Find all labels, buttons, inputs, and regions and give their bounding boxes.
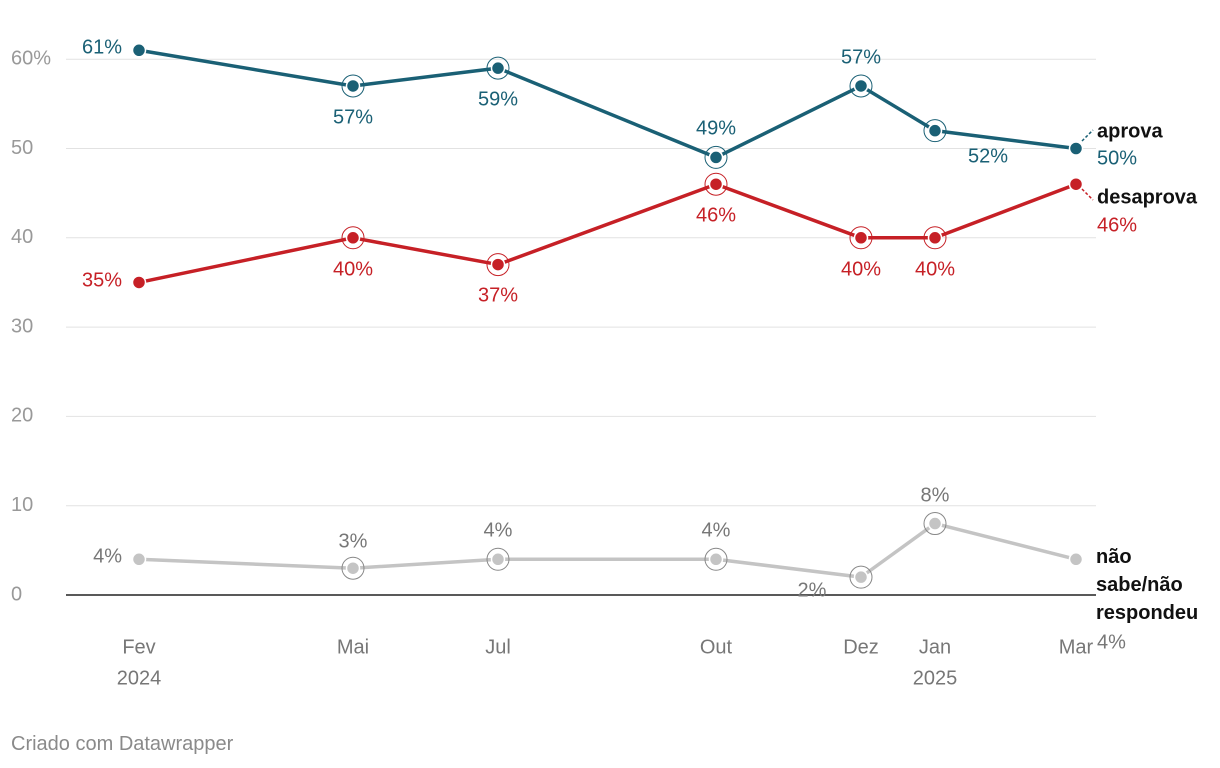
- x-tick-label: Dez: [843, 636, 879, 658]
- data-point[interactable]: [708, 150, 724, 165]
- x-tick-label: Jan: [919, 636, 951, 658]
- data-point[interactable]: [927, 230, 943, 246]
- x-tick-label: Mai: [337, 636, 369, 658]
- y-tick-label: 40: [11, 226, 33, 248]
- data-label: 3%: [339, 530, 368, 552]
- highlight-ring: [923, 226, 947, 250]
- data-label: 8%: [921, 484, 950, 506]
- data-point[interactable]: [131, 43, 147, 58]
- data-label: 57%: [333, 106, 373, 128]
- highlight-ring: [341, 74, 365, 98]
- highlight-ring: [486, 253, 510, 277]
- highlight-ring: [704, 547, 728, 571]
- data-point[interactable]: [708, 552, 724, 567]
- highlight-ring: [341, 556, 365, 580]
- data-point[interactable]: [1068, 141, 1084, 156]
- data-label: 57%: [841, 46, 881, 68]
- data-point[interactable]: [853, 230, 869, 246]
- data-label: 37%: [478, 284, 518, 306]
- data-label: 4%: [484, 519, 513, 541]
- data-label: 40%: [915, 258, 955, 280]
- data-label: 52%: [968, 145, 1008, 167]
- data-point[interactable]: [490, 60, 506, 76]
- y-tick-label: 20: [11, 405, 33, 427]
- data-point[interactable]: [708, 176, 724, 192]
- data-label: 4%: [93, 545, 122, 567]
- highlight-ring: [486, 547, 510, 571]
- highlight-ring: [849, 565, 873, 589]
- series-line: [137, 521, 1078, 579]
- data-point[interactable]: [490, 552, 506, 567]
- data-point[interactable]: [345, 230, 361, 246]
- highlight-ring: [849, 226, 873, 250]
- highlight-ring: [486, 56, 510, 80]
- credit-text[interactable]: Criado com Datawrapper: [11, 733, 234, 755]
- x-tick-label: Mar: [1059, 636, 1094, 658]
- data-label: 46%: [696, 204, 736, 226]
- data-point[interactable]: [853, 569, 869, 585]
- highlight-ring: [704, 172, 728, 196]
- series-label-aprova: aprova: [1097, 120, 1163, 142]
- data-label: 61%: [82, 36, 122, 58]
- leader-line: [1081, 188, 1094, 201]
- data-label: 35%: [82, 269, 122, 291]
- highlight-ring: [704, 145, 728, 169]
- series-end-value-aprova: 50%: [1097, 147, 1137, 169]
- series-label-nao-sabe: não sabe/não respondeu: [1096, 546, 1198, 624]
- data-point[interactable]: [927, 123, 943, 138]
- data-label: 2%: [798, 579, 827, 601]
- y-tick-label: 0: [11, 583, 22, 605]
- data-label: 59%: [478, 88, 518, 110]
- data-label: 40%: [841, 258, 881, 280]
- series-end-value-desaprova: 46%: [1097, 214, 1137, 236]
- data-point[interactable]: [345, 78, 361, 94]
- y-tick-label: 30: [11, 315, 33, 337]
- y-tick-label: 10: [11, 494, 33, 516]
- x-tick-label: 2024: [117, 667, 162, 689]
- y-tick-label: 50: [11, 137, 33, 159]
- highlight-ring: [923, 119, 947, 143]
- series-label-desaprova: desaprova: [1097, 186, 1198, 208]
- data-label: 49%: [696, 117, 736, 139]
- data-point[interactable]: [1068, 176, 1084, 192]
- highlight-ring: [923, 512, 947, 536]
- data-point[interactable]: [345, 560, 361, 576]
- highlight-ring: [849, 74, 873, 98]
- data-point[interactable]: [131, 275, 147, 290]
- data-point[interactable]: [927, 516, 943, 531]
- x-tick-label: Jul: [485, 636, 511, 658]
- data-label: 4%: [702, 519, 731, 541]
- data-point[interactable]: [1068, 552, 1084, 567]
- x-tick-label: Fev: [122, 636, 155, 658]
- x-tick-label: Out: [700, 636, 733, 658]
- highlight-ring: [341, 226, 365, 250]
- series-end-value-nao-sabe: 4%: [1097, 631, 1126, 653]
- data-point[interactable]: [853, 78, 869, 94]
- data-point[interactable]: [131, 552, 147, 567]
- y-tick-label: 60%: [11, 47, 51, 69]
- data-label: 40%: [333, 258, 373, 280]
- x-tick-label: 2025: [913, 667, 958, 689]
- leader-line: [1081, 129, 1094, 142]
- data-point[interactable]: [490, 257, 506, 272]
